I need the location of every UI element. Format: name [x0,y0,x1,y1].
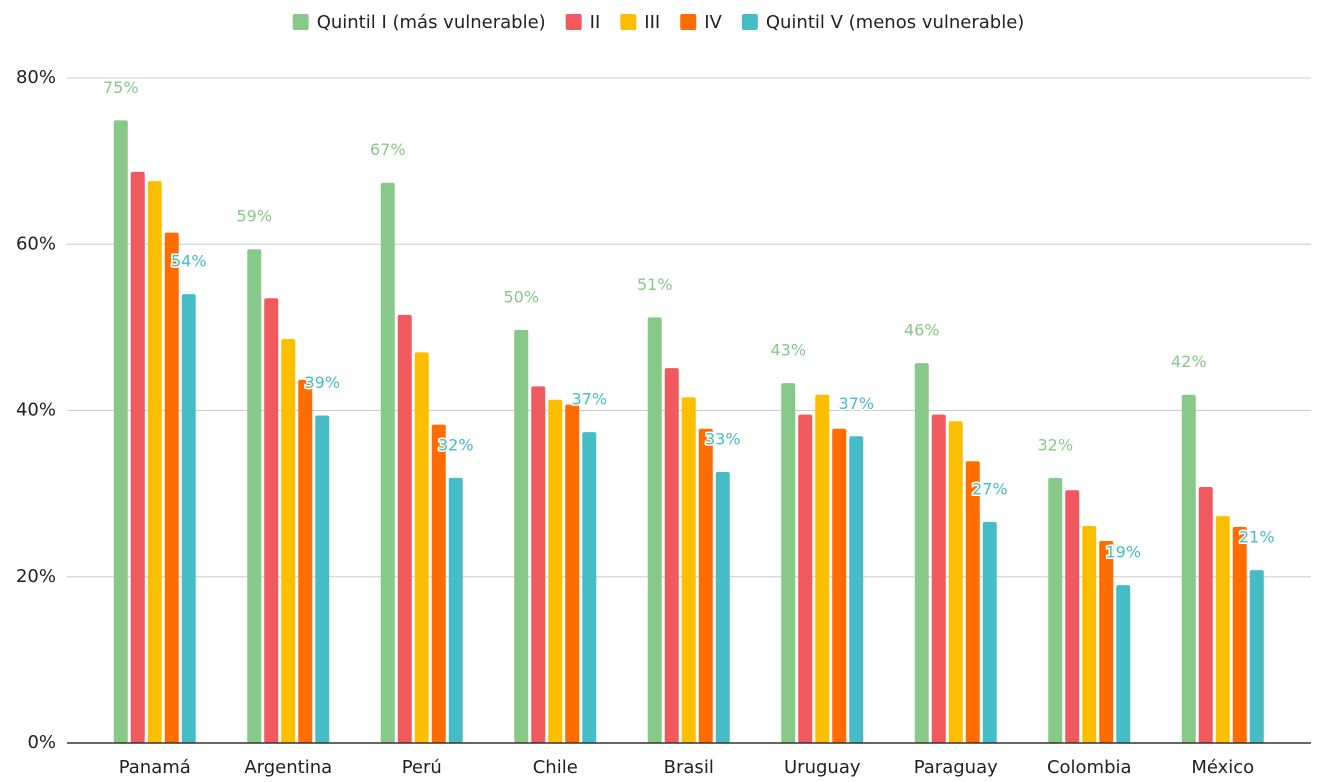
bar [247,249,262,744]
bar [931,414,946,743]
x-tick-label: Panamá [119,757,191,778]
bar [982,521,997,743]
data-label: 32% [438,435,474,454]
data-label: 43% [770,341,806,360]
bar [1065,490,1080,743]
y-tick-label: 20% [16,566,56,587]
legend-label: Quintil V (menos vulnerable) [766,12,1024,33]
data-label: 21% [1239,528,1275,547]
bar [798,414,813,743]
bar [431,424,446,743]
x-tick-label: México [1191,757,1254,778]
bar [681,397,696,743]
bar [948,421,963,743]
bar [1116,585,1131,743]
bar [832,428,847,743]
x-tick-label: Perú [402,757,442,778]
bar [315,415,330,743]
data-label: 50% [503,287,539,306]
bar [698,428,713,743]
bar [565,404,580,743]
bar [781,383,796,743]
data-label: 75% [103,78,139,97]
legend-swatch [565,14,582,30]
bar [664,368,679,743]
legend-label: IV [704,12,722,33]
bar [298,379,313,743]
y-tick-label: 60% [16,233,56,254]
legend-label: III [644,12,660,33]
legend-label: II [590,12,601,33]
bar [815,394,830,743]
data-label: 54% [171,252,207,271]
y-tick-label: 0% [27,732,56,753]
x-tick-label: Chile [533,757,578,778]
bar [1249,570,1264,743]
bar [164,232,179,744]
bar [448,477,463,743]
bar [1082,526,1097,743]
bar [1215,516,1230,743]
bar [1048,477,1063,743]
bar [914,363,929,743]
legend-swatch [680,14,697,30]
bar [1232,526,1247,743]
bar [113,120,128,744]
bar [130,171,145,743]
bar [531,386,546,743]
data-label: 33% [705,430,741,449]
data-label: 46% [904,321,940,340]
data-label: 67% [370,140,406,159]
legend-label: Quintil I (más vulnerable) [317,12,546,33]
bar [1181,394,1196,743]
data-label: 19% [1105,543,1141,562]
x-tick-label: Brasil [664,757,714,778]
y-tick-label: 80% [16,67,56,88]
data-label: 39% [304,373,340,392]
x-tick-label: Colombia [1047,757,1132,778]
bar [582,432,597,743]
bar [1198,486,1213,743]
data-label: 27% [972,479,1008,498]
y-tick-label: 40% [16,400,56,421]
data-label: 42% [1171,352,1207,371]
bar [715,472,730,743]
bar [414,352,429,743]
bar [380,182,395,744]
bar [281,339,296,743]
bar [514,329,529,743]
legend-swatch [292,14,309,30]
data-label: 51% [637,275,673,294]
bar [849,436,864,743]
bar [264,298,279,743]
legend-swatch [620,14,637,30]
bar [965,461,980,743]
bar [548,399,563,743]
data-label: 59% [236,207,272,226]
data-label: 37% [838,394,874,413]
bar [397,314,412,743]
x-tick-label: Argentina [244,757,332,778]
x-tick-label: Uruguay [784,757,861,778]
data-label: 32% [1037,435,1073,454]
data-label: 37% [571,390,607,409]
bar [147,181,162,743]
bar [181,294,196,743]
x-tick-label: Paraguay [914,757,998,778]
bar [647,317,662,743]
legend-swatch [741,14,758,30]
bar [1099,541,1114,743]
